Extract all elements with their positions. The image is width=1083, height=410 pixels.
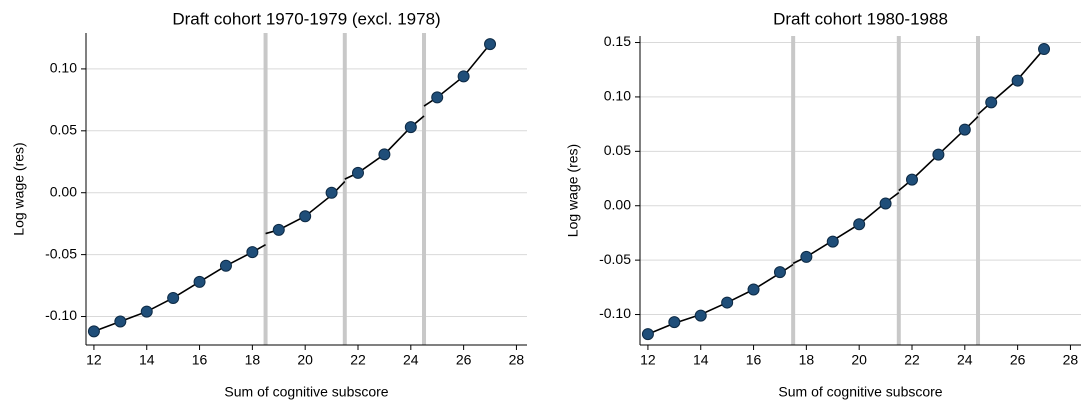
point xyxy=(1011,74,1024,87)
x-tick-label: 18 xyxy=(245,352,261,368)
point xyxy=(457,70,470,83)
point xyxy=(853,218,866,231)
point xyxy=(246,246,259,259)
fit-line xyxy=(647,48,1045,335)
x-axis-label: Sum of cognitive subscore xyxy=(224,384,388,400)
point xyxy=(325,186,338,199)
x-tick-label: 16 xyxy=(746,352,762,368)
point xyxy=(167,291,180,304)
x-tick-label: 26 xyxy=(1010,352,1026,368)
x-tick-label: 12 xyxy=(86,352,102,368)
point xyxy=(985,96,998,109)
point xyxy=(668,316,681,329)
x-tick-label: 22 xyxy=(350,352,366,368)
y-tick-label: -0.05 xyxy=(599,251,631,267)
y-axis-label: Log wage (res) xyxy=(565,144,581,237)
x-tick-label: 22 xyxy=(904,352,920,368)
point xyxy=(404,121,417,134)
point xyxy=(87,325,100,338)
x-tick-label: 16 xyxy=(192,352,208,368)
point xyxy=(879,197,892,210)
point xyxy=(773,266,786,279)
y-tick-label: 0.10 xyxy=(50,60,77,76)
x-tick-label: 20 xyxy=(297,352,313,368)
y-tick-label: 0.00 xyxy=(604,196,631,212)
y-axis-label: Log wage (res) xyxy=(11,142,27,235)
point xyxy=(641,328,654,341)
y-tick-label: 0.10 xyxy=(604,88,631,104)
x-tick-label: 28 xyxy=(509,352,525,368)
y-tick-label: -0.10 xyxy=(45,307,77,323)
point xyxy=(114,315,127,328)
y-tick-label: 0.00 xyxy=(50,183,77,199)
point xyxy=(721,296,734,309)
point xyxy=(905,173,918,186)
point xyxy=(219,259,232,272)
y-tick-label: -0.05 xyxy=(45,245,77,261)
x-tick-label: 14 xyxy=(139,352,155,368)
y-tick-label: 0.05 xyxy=(50,122,77,138)
point xyxy=(932,148,945,161)
x-tick-label: 18 xyxy=(799,352,815,368)
point xyxy=(351,166,364,179)
chart-title: Draft cohort 1970-1979 (excl. 1978) xyxy=(172,9,440,28)
point xyxy=(484,38,497,51)
x-tick-label: 28 xyxy=(1063,352,1079,368)
y-tick-label: -0.10 xyxy=(599,305,631,321)
x-tick-label: 24 xyxy=(957,352,973,368)
x-tick-label: 14 xyxy=(693,352,709,368)
point xyxy=(694,309,707,322)
point xyxy=(299,210,312,223)
point xyxy=(826,235,839,248)
x-tick-label: 24 xyxy=(403,352,419,368)
chart-title: Draft cohort 1980-1988 xyxy=(773,9,948,28)
x-tick-label: 26 xyxy=(456,352,472,368)
y-tick-label: 0.05 xyxy=(604,142,631,158)
point xyxy=(272,223,285,236)
x-tick-label: 12 xyxy=(640,352,656,368)
point xyxy=(958,123,971,136)
point xyxy=(800,250,813,263)
x-tick-label: 20 xyxy=(851,352,867,368)
point xyxy=(747,283,760,296)
point xyxy=(193,275,206,288)
y-tick-label: 0.15 xyxy=(604,33,631,49)
point xyxy=(1038,43,1051,56)
point xyxy=(431,91,444,104)
point xyxy=(378,148,391,161)
point xyxy=(140,305,153,318)
fit-line xyxy=(93,43,491,333)
x-axis-label: Sum of cognitive subscore xyxy=(778,384,942,400)
